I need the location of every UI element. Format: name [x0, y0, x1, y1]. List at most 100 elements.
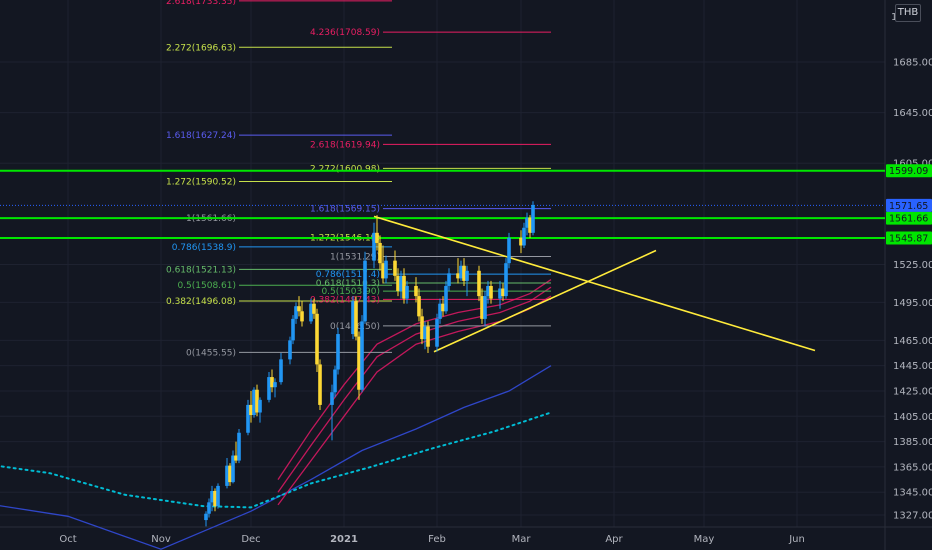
trendline-descending[interactable] — [373, 215, 816, 352]
time-tick-6: Apr — [605, 534, 623, 545]
candle-57 — [459, 260, 463, 281]
candle-32 — [354, 296, 358, 341]
fib-label-11: 1(1531.29) — [330, 252, 380, 262]
time-tick-2: Dec — [241, 534, 260, 545]
candle-53 — [441, 296, 445, 317]
fib-label-13: 0.786(1517.4) — [316, 270, 380, 280]
candle-20 — [291, 315, 295, 345]
fib-label-20: 0(1455.55) — [186, 348, 236, 358]
fib-label-1: 4.236(1708.59) — [310, 28, 380, 38]
price-tick-1: 1645.00 — [893, 108, 932, 119]
fibonacci-levels: 2.618(1733.35) 4.236(1708.59) 2.272(1696.6… — [166, 0, 551, 358]
fib-label-12: 0.618(1521.13) — [166, 265, 236, 275]
fib-label-14: 0.5(1508.61) — [177, 281, 236, 291]
candle-72 — [528, 215, 532, 238]
candle-12 — [252, 387, 256, 418]
candle-48 — [420, 308, 424, 345]
candle-4 — [216, 483, 220, 509]
candle-19 — [288, 336, 292, 365]
price-tick-7: 1425.00 — [893, 386, 932, 397]
candle-29 — [333, 365, 337, 398]
key-level-tag-0: 1599.09 — [886, 164, 932, 178]
candle-34 — [360, 315, 364, 393]
fib-label-5: 2.272(1600.98) — [310, 164, 380, 174]
candle-31 — [351, 296, 355, 340]
candle-0 — [204, 511, 208, 527]
candle-49 — [423, 321, 427, 350]
candles — [204, 201, 535, 527]
candle-5 — [225, 458, 229, 489]
candle-63 — [486, 280, 490, 304]
trendlines — [373, 215, 816, 353]
price-tick-10: 1365.00 — [893, 462, 932, 473]
candle-36 — [372, 222, 376, 269]
candle-47 — [417, 288, 421, 322]
candle-9 — [237, 428, 241, 464]
svg-text:1545.87: 1545.87 — [889, 234, 928, 245]
price-tick-5: 1465.00 — [893, 336, 932, 347]
fib-label-2: 2.272(1696.63) — [166, 43, 236, 53]
fib-label-7: 1.618(1569.15) — [310, 205, 380, 215]
time-tick-1: Nov — [151, 534, 171, 545]
price-tick-4: 1495.00 — [893, 298, 932, 309]
candle-66 — [501, 283, 505, 302]
candle-37 — [375, 215, 379, 251]
candle-46 — [414, 277, 418, 303]
candle-73 — [531, 201, 535, 236]
candle-23 — [300, 301, 304, 327]
price-tags: 1599.09 1561.66 1545.87 1571.65 — [886, 164, 932, 245]
fib-label-6: 1.272(1590.52) — [166, 178, 236, 188]
candle-13 — [255, 384, 259, 417]
price-tick-9: 1385.00 — [893, 437, 932, 448]
candle-3 — [213, 488, 217, 512]
candle-35 — [363, 251, 367, 324]
price-tick-6: 1445.00 — [893, 361, 932, 372]
candle-51 — [435, 313, 439, 352]
price-tick-11: 1345.00 — [893, 488, 932, 499]
candle-55 — [447, 268, 451, 292]
price-axis-marker: 1 — [891, 12, 897, 23]
candle-59 — [465, 265, 469, 297]
candle-28 — [330, 384, 334, 441]
candle-17 — [273, 378, 277, 398]
candle-30 — [336, 327, 340, 375]
moving-average-0 — [0, 365, 552, 550]
fib-label-10: 0.786(1538.9) — [172, 243, 236, 253]
price-tick-12: 1327.00 — [893, 511, 932, 522]
candle-33 — [357, 331, 361, 400]
candle-70 — [522, 222, 526, 249]
candle-62 — [483, 291, 487, 327]
candle-18 — [279, 353, 283, 385]
moving-average-4 — [277, 279, 552, 480]
currency-badge[interactable]: THB — [895, 4, 921, 22]
candle-67 — [504, 258, 508, 299]
time-axis[interactable]: Oct Nov Dec 2021 Feb Mar Apr May Jun — [59, 534, 804, 545]
key-level-tag-2: 1545.87 — [886, 231, 932, 245]
time-tick-8: Jun — [788, 534, 805, 545]
candle-44 — [402, 268, 406, 304]
candle-1 — [207, 498, 211, 518]
trendline-ascending[interactable] — [433, 249, 657, 353]
time-tick-5: Mar — [512, 534, 532, 545]
candle-8 — [234, 441, 238, 464]
candle-14 — [258, 397, 262, 423]
price-tick-8: 1405.00 — [893, 412, 932, 423]
candle-15 — [267, 372, 271, 403]
time-tick-4: Feb — [428, 534, 446, 545]
candle-11 — [249, 390, 253, 423]
price-tick-0: 1685.00 — [893, 58, 932, 69]
candle-54 — [444, 280, 448, 314]
candle-68 — [507, 232, 511, 269]
candle-56 — [456, 258, 460, 284]
svg-text:1599.09: 1599.09 — [889, 166, 928, 177]
fib-label-15: 0.618(1510.3) — [316, 279, 380, 289]
candle-61 — [480, 288, 484, 324]
svg-text:1561.66: 1561.66 — [889, 214, 928, 225]
candle-71 — [525, 212, 529, 236]
candle-60 — [477, 265, 481, 302]
candle-22 — [297, 296, 301, 317]
candle-52 — [438, 298, 442, 324]
fib-label-3: 1.618(1627.24) — [166, 131, 236, 141]
fib-label-0: 2.618(1733.35) — [166, 0, 236, 7]
